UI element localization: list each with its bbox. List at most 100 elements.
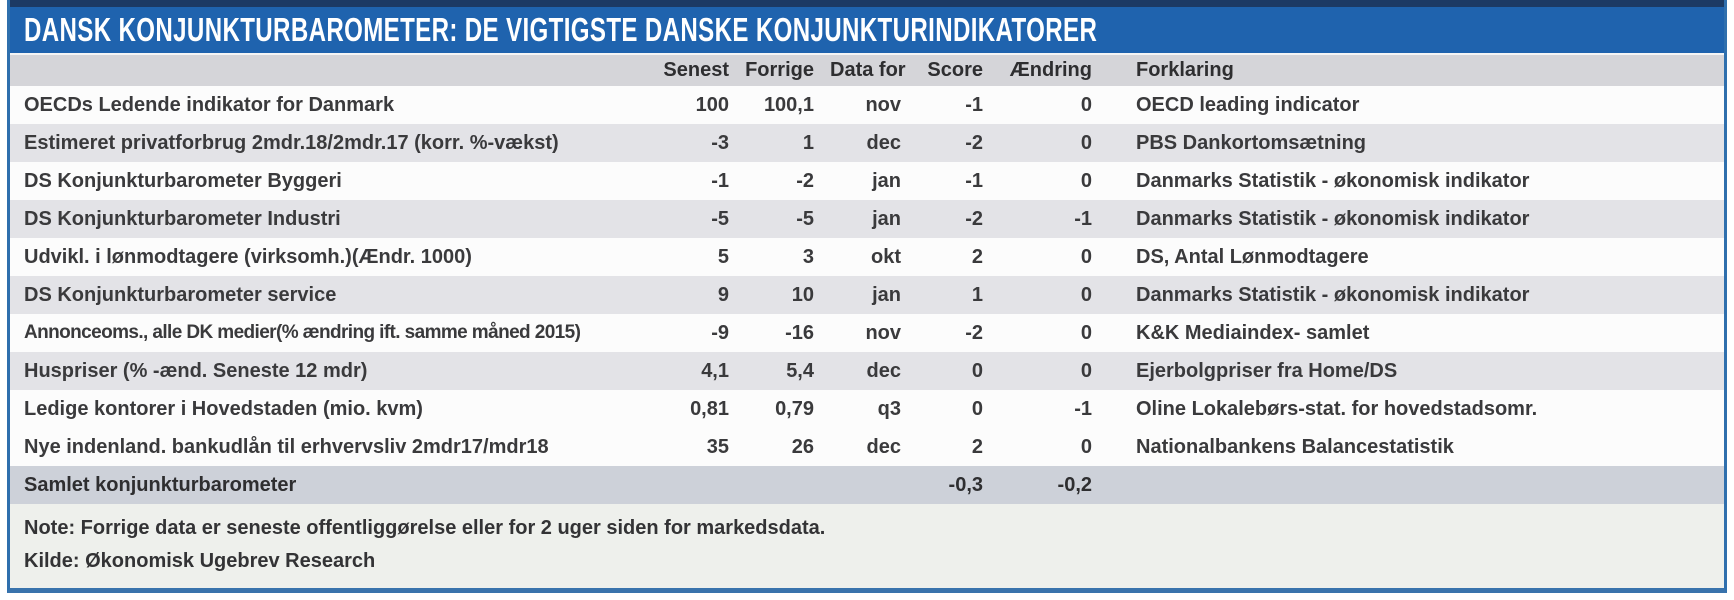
summary-forrige [745, 466, 830, 504]
cell-indicator-name: Annonceoms., alle DK medier(% ændring if… [24, 322, 581, 343]
col-header-forrige: Forrige [745, 55, 830, 86]
cell-score: 0 [925, 352, 1003, 390]
cell-forrige: 0,79 [775, 397, 814, 420]
table-row: Estimeret privatforbrug 2mdr.18/2mdr.17 … [10, 124, 1724, 162]
table-body: OECDs Ledende indikator for Danmark 100 … [10, 86, 1724, 466]
table-row: Udvikl. i lønmodtagere (virksomh.)(Ændr.… [10, 238, 1724, 276]
cell-score: 2 [971, 245, 983, 268]
cell-forklaring: Oline Lokalebørs-stat. for hovedstadsomr… [1136, 397, 1538, 420]
top-navy-strip [10, 0, 1724, 7]
summary-label: Samlet konjunkturbarometer [10, 466, 655, 504]
cell-forklaring: DS, Antal Lønmodtagere [1136, 245, 1369, 268]
summary-score: -0,3 [925, 466, 1003, 504]
cell-aendring: 0 [1080, 93, 1092, 116]
cell-score: -1 [965, 93, 983, 116]
cell-senest: -1 [711, 169, 729, 192]
cell-senest: 5 [717, 245, 729, 268]
cell-forklaring: OECD leading indicator [1136, 93, 1360, 116]
cell-score: -2 [925, 124, 1003, 162]
table-row: DS Konjunkturbarometer Industri -5 -5 ja… [10, 200, 1724, 238]
cell-indicator-name: Estimeret privatforbrug 2mdr.18/2mdr.17 … [10, 124, 655, 162]
source-line: Kilde: Økonomisk Ugebrev Research [24, 550, 376, 572]
cell-score: -2 [965, 321, 983, 344]
cell-aendring: 0 [1080, 169, 1092, 192]
cell-indicator-name: Nye indenland. bankudlån til erhvervsliv… [24, 435, 549, 458]
table-row: Huspriser (% -ænd. Seneste 12 mdr) 4,1 5… [10, 352, 1724, 390]
cell-forklaring: Nationalbankens Balancestatistik [1136, 435, 1454, 458]
cell-forrige: 1 [745, 124, 830, 162]
cell-forrige: 5,4 [745, 352, 830, 390]
cell-aendring: 0 [1080, 435, 1092, 458]
col-header-data-for: Data for [830, 55, 925, 86]
summary-row: Samlet konjunkturbarometer -0,3 -0,2 [10, 466, 1724, 504]
cell-score: -2 [925, 200, 1003, 238]
cell-senest: 0,81 [690, 397, 729, 420]
cell-aendring: 0 [1003, 276, 1108, 314]
table-row: DS Konjunkturbarometer Byggeri -1 -2 jan… [10, 162, 1724, 200]
cell-aendring: 0 [1003, 352, 1108, 390]
cell-aendring: -1 [1074, 397, 1092, 420]
cell-senest: -5 [655, 200, 745, 238]
summary-forklaring [1108, 466, 1724, 504]
cell-data-for: nov [865, 321, 901, 344]
cell-forklaring: Danmarks Statistik - økonomisk indikator [1108, 200, 1724, 238]
summary-data-for [830, 466, 925, 504]
table-row: OECDs Ledende indikator for Danmark 100 … [10, 86, 1724, 124]
table-header-row: Senest Forrige Data for Score Ændring Fo… [10, 55, 1724, 86]
cell-data-for: jan [872, 169, 901, 192]
table-row: Nye indenland. bankudlån til erhvervsliv… [10, 428, 1724, 466]
cell-forklaring: Ejerbolgpriser fra Home/DS [1108, 352, 1724, 390]
cell-forrige: -16 [785, 321, 814, 344]
konjunkturbarometer-panel: Dansk Konjunkturbarometer: De vigtigste … [7, 0, 1727, 593]
cell-aendring: 0 [1080, 321, 1092, 344]
cell-data-for: dec [830, 352, 925, 390]
cell-indicator-name: DS Konjunkturbarometer service [10, 276, 655, 314]
cell-data-for: dec [830, 124, 925, 162]
cell-senest: -3 [655, 124, 745, 162]
cell-indicator-name: Udvikl. i lønmodtagere (virksomh.)(Ændr.… [24, 245, 472, 268]
cell-senest: -9 [711, 321, 729, 344]
cell-indicator-name: DS Konjunkturbarometer Industri [10, 200, 655, 238]
title-bar: Dansk Konjunkturbarometer: De vigtigste … [10, 7, 1724, 55]
cell-score: 1 [925, 276, 1003, 314]
footer-notes: Note: Forrige data er seneste offentligg… [10, 504, 1724, 588]
summary-aendring: -0,2 [1003, 466, 1108, 504]
page-title: Dansk Konjunkturbarometer: De vigtigste … [24, 11, 1098, 48]
cell-forklaring: K&K Mediaindex- samlet [1136, 321, 1370, 344]
cell-data-for: okt [871, 245, 901, 268]
cell-forrige: 10 [745, 276, 830, 314]
col-header-score: Score [925, 55, 1003, 86]
summary-senest [655, 466, 745, 504]
cell-data-for: jan [830, 276, 925, 314]
col-header-indicator [10, 55, 655, 86]
col-header-forklaring: Forklaring [1108, 55, 1724, 86]
cell-forrige: 26 [791, 435, 814, 458]
cell-indicator-name: Ledige kontorer i Hovedstaden (mio. kvm) [24, 397, 423, 420]
cell-senest: 35 [706, 435, 729, 458]
cell-indicator-name: OECDs Ledende indikator for Danmark [24, 93, 395, 116]
cell-indicator-name: Huspriser (% -ænd. Seneste 12 mdr) [10, 352, 655, 390]
cell-score: -1 [965, 169, 983, 192]
col-header-senest: Senest [655, 55, 745, 86]
table-row: DS Konjunkturbarometer service 9 10 jan … [10, 276, 1724, 314]
cell-aendring: -1 [1003, 200, 1108, 238]
cell-data-for: q3 [877, 397, 901, 420]
cell-score: 0 [971, 397, 983, 420]
cell-senest: 9 [655, 276, 745, 314]
cell-forklaring: Danmarks Statistik - økonomisk indikator [1136, 169, 1530, 192]
cell-aendring: 0 [1080, 245, 1092, 268]
cell-data-for: dec [866, 435, 901, 458]
cell-senest: 4,1 [655, 352, 745, 390]
cell-score: 2 [971, 435, 983, 458]
cell-forklaring: PBS Dankortomsætning [1108, 124, 1724, 162]
cell-forrige: -5 [745, 200, 830, 238]
table-row: Annonceoms., alle DK medier(% ændring if… [10, 314, 1724, 352]
cell-forrige: 100,1 [763, 93, 814, 116]
col-header-aendring: Ændring [1003, 55, 1108, 86]
table-row: Ledige kontorer i Hovedstaden (mio. kvm)… [10, 390, 1724, 428]
cell-senest: 100 [695, 93, 729, 116]
cell-forklaring: Danmarks Statistik - økonomisk indikator [1108, 276, 1724, 314]
note-line: Note: Forrige data er seneste offentligg… [24, 517, 826, 539]
cell-data-for: jan [830, 200, 925, 238]
cell-forrige: 3 [802, 245, 814, 268]
